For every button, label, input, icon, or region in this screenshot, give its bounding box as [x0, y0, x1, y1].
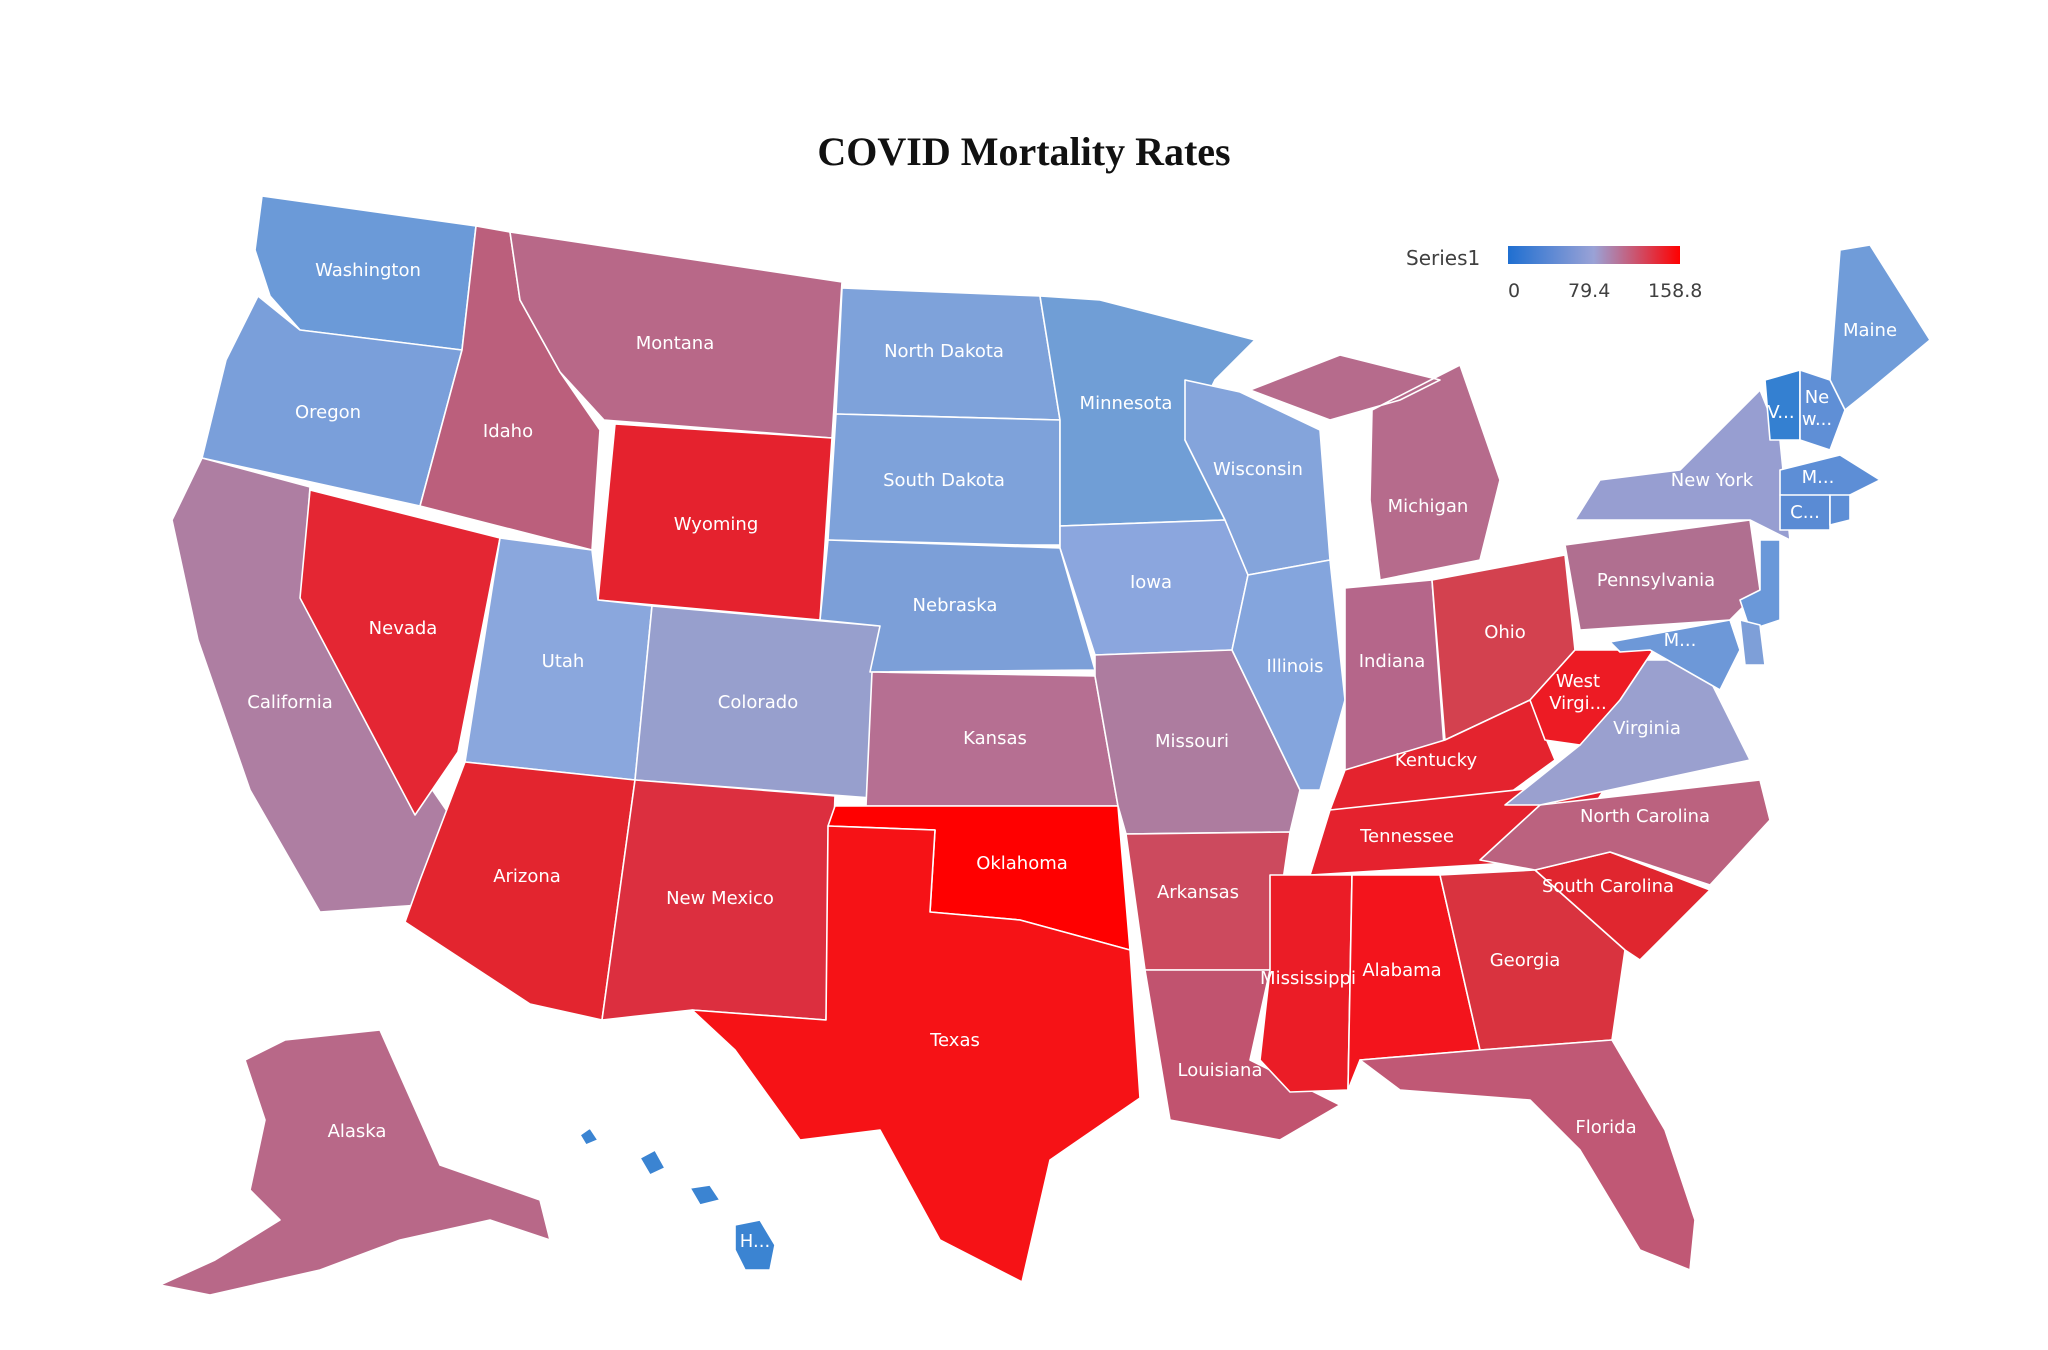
state-label-tn: Tennessee	[1359, 826, 1454, 847]
legend-mid-label: 79.4	[1568, 280, 1611, 302]
state-label-sd: South Dakota	[883, 470, 1005, 491]
state-wv	[1529, 639, 1661, 746]
state-nv	[299, 489, 501, 816]
state-fl	[1359, 1039, 1696, 1271]
legend-color-scale	[1508, 246, 1680, 264]
state-label-ar: Arkansas	[1157, 882, 1239, 903]
state-label-la: Louisiana	[1178, 1060, 1263, 1081]
state-label-ks: Kansas	[963, 728, 1027, 749]
state-label-va: Virginia	[1613, 718, 1681, 739]
state-label-ut: Utah	[542, 651, 585, 672]
state-label-wv: West Virgi...	[1549, 671, 1607, 714]
state-label-ne: Nebraska	[913, 595, 998, 616]
state-label-vt: V...	[1767, 402, 1794, 423]
state-label-in: Indiana	[1359, 651, 1426, 672]
state-label-id: Idaho	[483, 421, 533, 442]
state-tx	[691, 825, 1141, 1283]
state-label-ma: M...	[1802, 467, 1835, 488]
state-label-mi: Michigan	[1388, 496, 1469, 517]
state-nc	[1479, 779, 1771, 886]
legend: Series1 0 79.4 158.8	[1390, 240, 1730, 310]
state-label-nc: North Carolina	[1580, 806, 1710, 827]
state-ri	[1829, 494, 1851, 526]
state-nh	[1799, 369, 1846, 451]
state-label-nd: North Dakota	[884, 341, 1004, 362]
state-label-ct: C...	[1790, 502, 1820, 523]
state-label-ak: Alaska	[328, 1121, 387, 1142]
state-label-mo: Missouri	[1155, 731, 1229, 752]
state-label-wy: Wyoming	[674, 514, 759, 535]
state-md	[1609, 619, 1741, 691]
state-label-az: Arizona	[493, 866, 561, 887]
state-label-ky: Kentucky	[1395, 750, 1478, 771]
state-label-mn: Minnesota	[1080, 393, 1173, 414]
state-label-ga: Georgia	[1490, 950, 1561, 971]
state-label-ca: California	[247, 692, 332, 713]
state-label-ok: Oklahoma	[976, 853, 1068, 874]
state-label-fl: Florida	[1575, 1117, 1636, 1138]
state-mi	[1249, 354, 1501, 581]
state-label-ia: Iowa	[1130, 572, 1172, 593]
state-ny	[1574, 389, 1791, 541]
state-label-wi: Wisconsin	[1213, 459, 1303, 480]
state-label-nh: Ne w...	[1802, 387, 1832, 430]
state-label-pa: Pennsylvania	[1597, 570, 1715, 591]
state-label-sc: South Carolina	[1542, 876, 1674, 897]
state-label-tx: Texas	[929, 1030, 980, 1051]
state-label-mt: Montana	[636, 333, 714, 354]
legend-series-name: Series1	[1406, 246, 1481, 270]
state-de	[1739, 619, 1766, 666]
state-label-ms: Mississippi	[1260, 968, 1356, 989]
state-in	[1344, 579, 1446, 771]
state-mt	[509, 231, 843, 439]
state-label-nm: New Mexico	[666, 888, 774, 909]
state-label-al: Alabama	[1362, 960, 1441, 981]
state-ma	[1779, 454, 1881, 501]
state-label-oh: Ohio	[1484, 622, 1526, 643]
state-hi	[579, 1127, 776, 1271]
state-ak	[159, 1029, 551, 1296]
state-label-or: Oregon	[295, 402, 361, 423]
legend-min-label: 0	[1508, 280, 1521, 302]
state-label-me: Maine	[1843, 320, 1897, 341]
state-label-hi: H...	[740, 1231, 770, 1252]
state-label-wa: Washington	[315, 260, 421, 281]
state-label-ny: New York	[1671, 470, 1754, 491]
state-sd	[827, 413, 1061, 546]
state-label-md: M...	[1664, 630, 1697, 651]
state-ct	[1779, 494, 1831, 531]
state-il	[1231, 559, 1346, 791]
state-label-il: Illinois	[1266, 656, 1323, 677]
map-title: COVID Mortality Rates	[817, 129, 1231, 174]
legend-max-label: 158.8	[1648, 280, 1703, 302]
state-label-nv: Nevada	[369, 618, 438, 639]
state-label-co: Colorado	[718, 692, 798, 713]
state-ga	[1439, 869, 1626, 1051]
